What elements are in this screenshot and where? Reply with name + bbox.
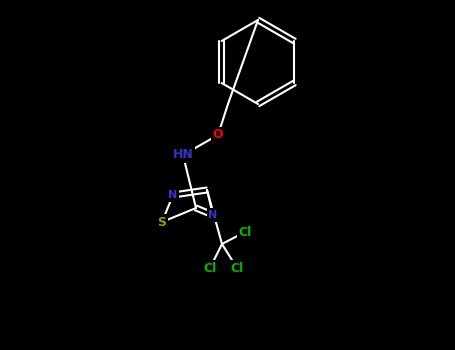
Text: N: N [208, 210, 217, 220]
Text: S: S [157, 216, 167, 229]
Text: Cl: Cl [230, 261, 243, 274]
Text: Cl: Cl [203, 261, 217, 274]
Text: N: N [168, 190, 177, 200]
Text: O: O [212, 128, 223, 141]
Text: Cl: Cl [238, 225, 252, 238]
Text: HN: HN [172, 148, 193, 161]
